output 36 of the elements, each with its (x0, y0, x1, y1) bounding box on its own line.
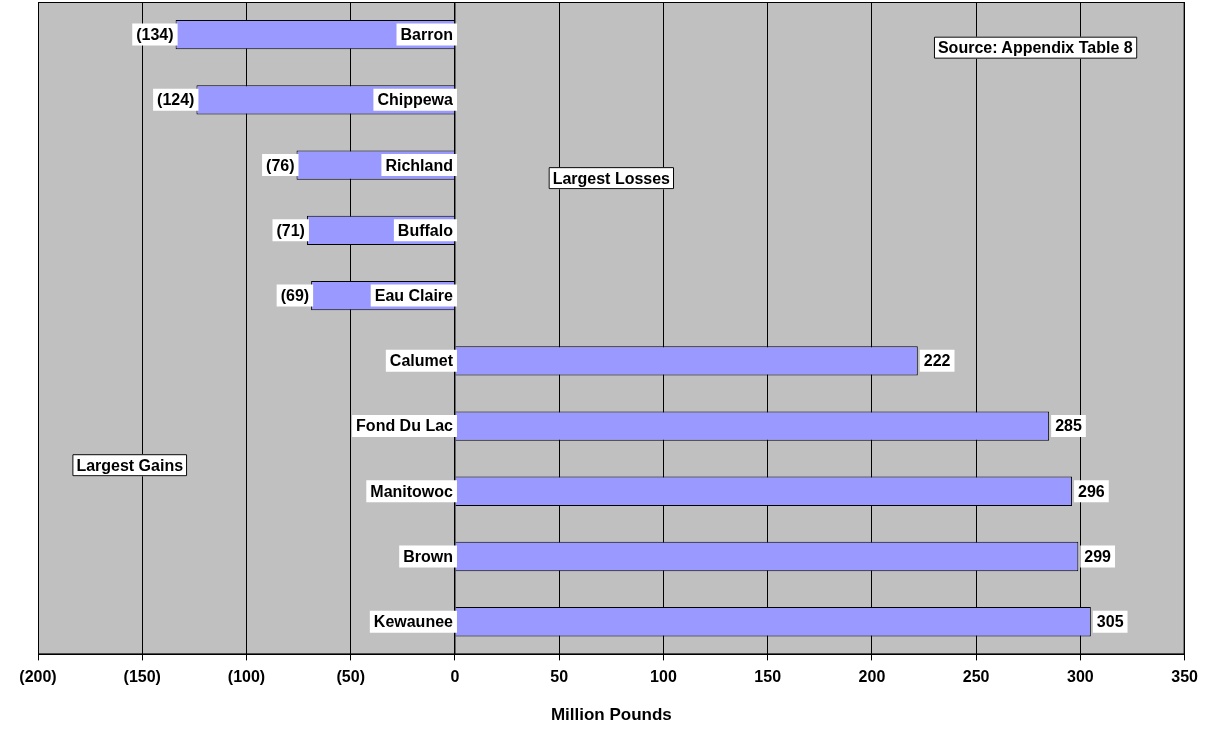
x-axis-title: Million Pounds (550, 705, 672, 725)
x-tick-label: 0 (450, 668, 460, 686)
x-tick-label: (150) (123, 668, 161, 686)
x-tick-label: 200 (858, 668, 886, 686)
y-tick-label: Chippewa (377, 91, 454, 109)
x-tick-label: 150 (754, 668, 782, 686)
data-label: 296 (1078, 482, 1105, 500)
y-tick-label: Barron (400, 26, 453, 44)
x-tick-label: 350 (1171, 668, 1199, 686)
x-tick-label: 100 (650, 668, 677, 686)
data-label: (134) (136, 26, 174, 44)
x-tick-label: (100) (227, 668, 266, 686)
data-label: (76) (266, 156, 295, 174)
y-tick-label: Richland (385, 156, 453, 174)
y-tick-label: Kewaunee (373, 613, 454, 631)
y-tick-label: Buffalo (397, 221, 454, 239)
data-label: 299 (1084, 547, 1112, 565)
data-label: 305 (1096, 613, 1124, 631)
x-tick-label: 50 (550, 668, 569, 686)
x-tick-label: 300 (1067, 668, 1094, 686)
annotation: Source: Appendix Table 8 (937, 39, 1133, 57)
y-tick-label: Eau Claire (374, 286, 454, 304)
data-label: (124) (157, 91, 195, 109)
data-label: 222 (923, 352, 951, 370)
x-tick-label: 250 (962, 668, 990, 686)
data-label: (69) (280, 286, 310, 304)
y-tick-label: Manitowoc (370, 482, 454, 500)
y-tick-label: Calumet (389, 352, 454, 370)
data-label: 285 (1055, 417, 1082, 435)
data-label: (71) (276, 221, 305, 239)
y-tick-label: Fond Du Lac (356, 417, 454, 435)
annotation: Largest Gains (76, 456, 184, 474)
x-tick-label: (50) (336, 668, 365, 686)
y-tick-label: Brown (403, 547, 453, 565)
annotation: Largest Losses (552, 169, 671, 187)
x-tick-label: (200) (19, 668, 57, 686)
